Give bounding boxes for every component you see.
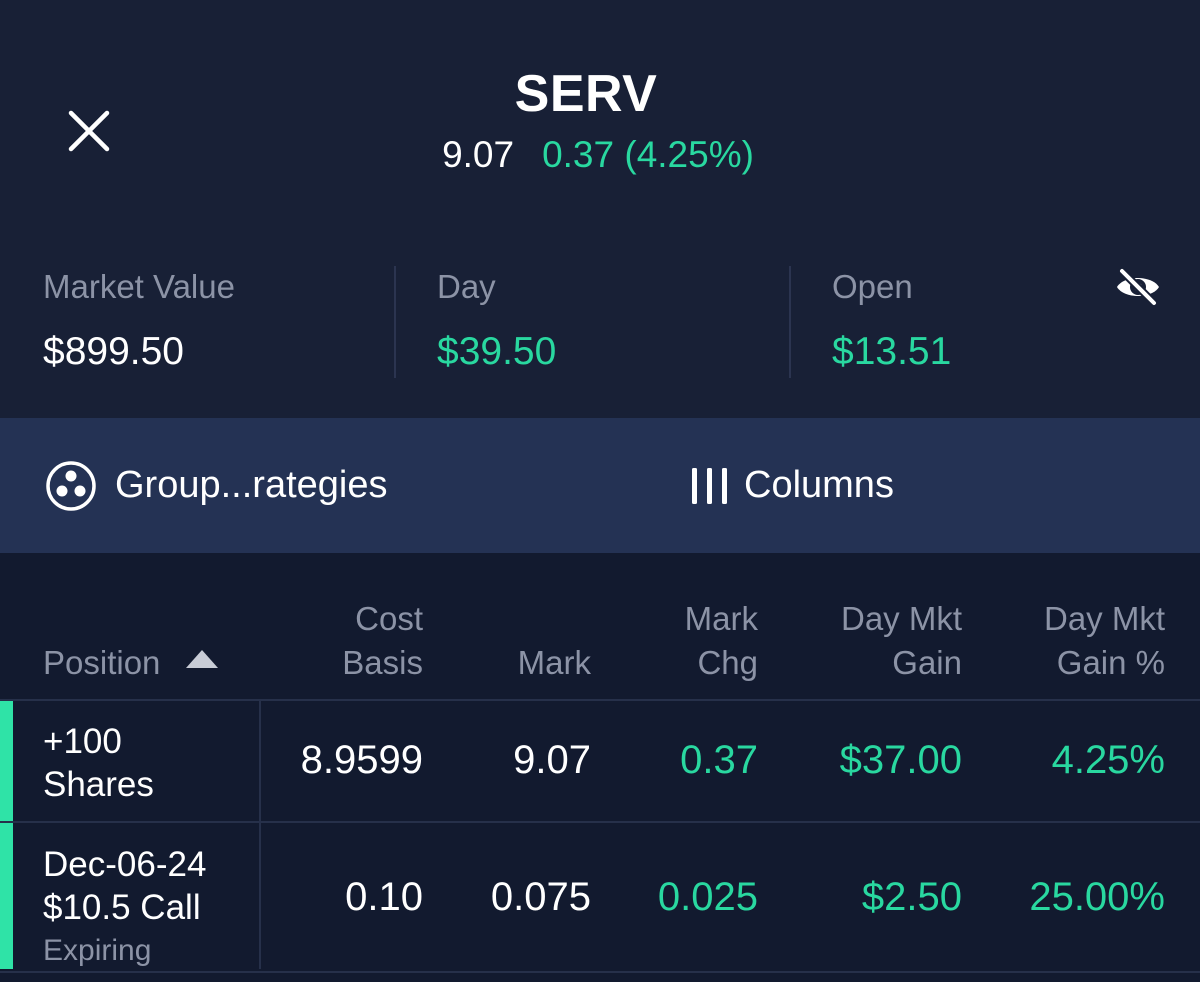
row-divider: [0, 971, 1200, 973]
positions-table: Position Cost Basis Mark Mark Chg Day Mk…: [0, 553, 1200, 982]
open-label: Open: [832, 268, 913, 305]
day-mkt-gain-pct-cell: 25.00%: [1029, 875, 1165, 919]
toolbar: Group...rategies Columns: [0, 418, 1200, 553]
header-line: Basis: [342, 644, 423, 681]
columns-label: Columns: [744, 464, 894, 506]
header-line: Gain %: [1056, 644, 1165, 681]
position-cell: Dec-06-24 $10.5 Call Expiring: [43, 843, 206, 972]
day-mkt-gain-cell: $2.50: [861, 875, 962, 919]
price-change: 0.37 (4.25%): [542, 134, 754, 175]
position-type: Shares: [43, 765, 154, 804]
column-header-cost-basis[interactable]: Cost Basis: [342, 597, 423, 685]
position-accent-bar: [0, 823, 13, 969]
market-value-metric: Market Value $899.50: [43, 268, 235, 398]
mark-cell: 0.075: [490, 875, 591, 919]
day-value: $39.50: [437, 330, 557, 373]
cost-basis-cell: 0.10: [345, 875, 423, 919]
group-strategies-icon: [46, 460, 96, 511]
column-header-position[interactable]: Position: [43, 641, 219, 685]
eye-off-icon: [1117, 268, 1159, 306]
mark-cell: 9.07: [513, 738, 591, 782]
column-header-day-mkt-gain[interactable]: Day Mkt Gain: [841, 597, 962, 685]
header: SERV 9.07 0.37 (4.25%): [0, 0, 1200, 250]
day-mkt-gain-pct-cell: 4.25%: [1051, 738, 1165, 782]
market-value-label: Market Value: [43, 268, 235, 305]
symbol-title: SERV: [514, 65, 658, 123]
cost-basis-cell: 8.9599: [300, 738, 423, 782]
group-strategies-label: Group...rategies: [115, 464, 388, 506]
header-line: Cost: [355, 600, 423, 637]
mark-chg-cell: 0.37: [680, 738, 758, 782]
open-value: $13.51: [832, 330, 952, 373]
group-strategies-button[interactable]: Group...rategies: [45, 418, 387, 553]
day-label: Day: [437, 268, 496, 305]
table-row[interactable]: +100 Shares 8.9599 9.07 0.37 $37.00 4.25…: [0, 701, 1200, 821]
column-header-mark[interactable]: Mark: [518, 641, 591, 685]
market-value-value: $899.50: [43, 330, 184, 373]
option-description: $10.5 Call: [43, 888, 201, 927]
position-quantity: +100: [43, 722, 122, 761]
column-header-mark-chg[interactable]: Mark Chg: [685, 597, 758, 685]
position-summary: Market Value $899.50 Day $39.50 Open $13…: [0, 250, 1200, 418]
day-metric: Day $39.50: [437, 268, 556, 398]
header-line: Day Mkt: [1043, 600, 1165, 637]
close-icon: [68, 110, 110, 152]
header-line: Mark: [517, 644, 591, 681]
row-divider: [0, 821, 1200, 823]
divider: [394, 266, 396, 378]
row-divider: [0, 699, 1200, 701]
header-line: Gain: [892, 644, 962, 681]
column-header-position-label: Position: [43, 644, 161, 681]
column-divider: [259, 701, 261, 821]
option-status: Expiring: [43, 934, 152, 967]
close-button[interactable]: [62, 104, 116, 158]
quote-line: 9.07 0.37 (4.25%): [0, 134, 1196, 176]
divider: [789, 266, 791, 378]
sort-ascending-icon: [186, 650, 219, 668]
header-line: Chg: [697, 644, 758, 681]
day-mkt-gain-cell: $37.00: [839, 738, 962, 782]
hide-values-button[interactable]: [1114, 268, 1162, 306]
mark-chg-cell: 0.025: [657, 875, 758, 919]
columns-icon: [692, 467, 727, 504]
column-divider: [259, 823, 261, 969]
header-line: Day Mkt: [840, 600, 962, 637]
last-price: 9.07: [442, 134, 515, 175]
open-metric: Open $13.51: [832, 268, 951, 398]
position-cell: +100 Shares: [43, 720, 154, 806]
table-row[interactable]: Dec-06-24 $10.5 Call Expiring 0.10 0.075…: [0, 823, 1200, 971]
columns-button[interactable]: Columns: [690, 418, 894, 553]
column-header-day-mkt-gain-pct[interactable]: Day Mkt Gain %: [1044, 597, 1165, 685]
header-line: Mark: [684, 600, 758, 637]
option-expiration: Dec-06-24: [43, 845, 207, 884]
position-accent-bar: [0, 701, 13, 821]
